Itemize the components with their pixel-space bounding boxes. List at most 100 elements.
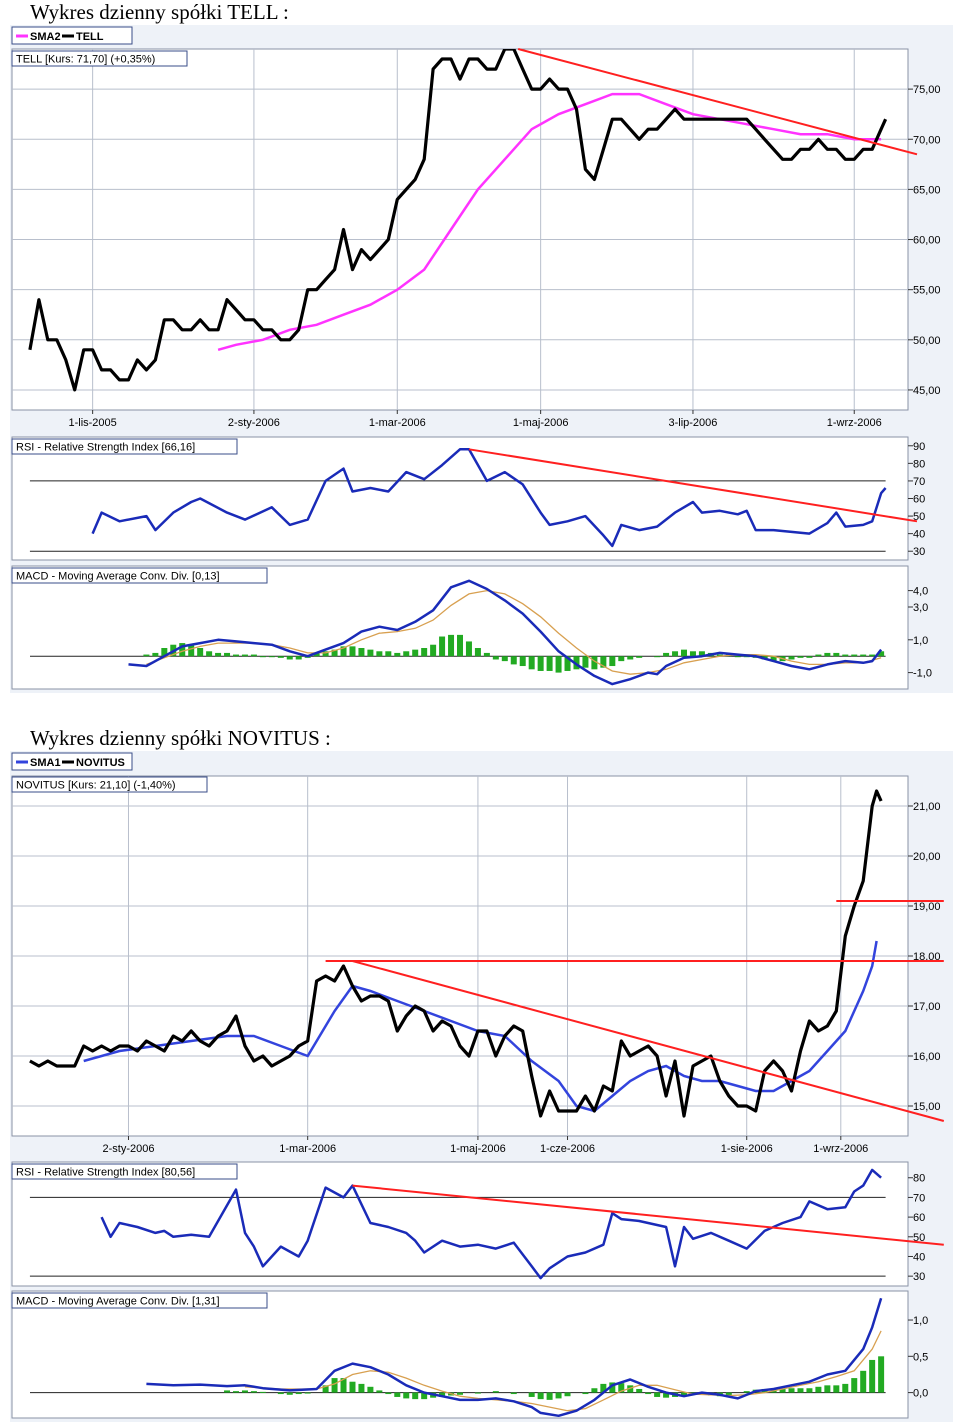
- rsi-y-tick-label: 70: [913, 476, 925, 488]
- macd-histogram-bar: [224, 652, 231, 657]
- macd-histogram-bar: [582, 1392, 589, 1395]
- macd-histogram-bar: [340, 646, 347, 657]
- macd-histogram-bar: [394, 652, 401, 657]
- macd-y-tick-label: 4,0: [913, 586, 928, 598]
- x-tick-label: 1-maj-2006: [513, 417, 569, 429]
- x-tick-label: 1-wrz-2006: [827, 417, 882, 429]
- macd-histogram-bar: [322, 1385, 329, 1393]
- macd-histogram-bar: [295, 656, 302, 660]
- macd-histogram-bar: [510, 1392, 517, 1395]
- x-tick-label: 1-mar-2006: [279, 1143, 336, 1155]
- macd-histogram-bar: [492, 656, 499, 660]
- price-y-tick-label: 21,00: [913, 801, 941, 813]
- macd-histogram-bar: [770, 656, 777, 662]
- macd-histogram-bar: [842, 1383, 849, 1393]
- macd-histogram-bar: [474, 648, 481, 657]
- macd-histogram-bar: [412, 649, 419, 657]
- macd-histogram-bar: [528, 656, 535, 670]
- sma-line: [217, 92, 882, 352]
- macd-histogram-bar: [555, 656, 562, 673]
- rsi-title: RSI - Relative Strength Index [80,56]: [16, 1167, 195, 1179]
- macd-histogram-bar: [206, 651, 213, 657]
- macd-histogram-bar: [806, 1388, 813, 1393]
- macd-histogram-bar: [600, 656, 607, 668]
- x-tick-label: 1-sie-2006: [721, 1143, 773, 1155]
- rsi-panel: [11, 436, 909, 561]
- macd-histogram-bar: [716, 654, 723, 657]
- macd-histogram-bar: [519, 656, 526, 667]
- macd-histogram-bar: [385, 1392, 392, 1395]
- macd-panel: [11, 565, 909, 690]
- price-y-tick-label: 19,00: [913, 901, 941, 913]
- macd-histogram-bar: [152, 652, 159, 657]
- rsi-line: [91, 448, 887, 548]
- macd-histogram-bar: [833, 1385, 840, 1393]
- macd-histogram-bar: [851, 654, 858, 657]
- macd-histogram-bar: [358, 648, 365, 657]
- macd-y-tick-label: 0,5: [913, 1351, 928, 1363]
- price-y-tick-label: 75,00: [913, 84, 941, 96]
- macd-histogram-bar: [806, 656, 813, 658]
- macd-histogram-bar: [421, 1392, 428, 1400]
- macd-histogram-bar: [824, 1385, 831, 1393]
- rsi-trend-line: [468, 448, 918, 523]
- price-y-tick-label: 70,00: [913, 134, 941, 146]
- macd-histogram-bar: [797, 1388, 804, 1393]
- legend-label: SMA2: [30, 31, 61, 43]
- macd-y-tick-label: 1,0: [913, 635, 928, 647]
- price-title-box: [11, 776, 208, 793]
- macd-histogram-bar: [304, 1392, 311, 1394]
- macd-histogram-bar: [654, 656, 661, 658]
- macd-histogram-bar: [564, 656, 571, 671]
- rsi-title: RSI - Relative Strength Index [66,16]: [16, 442, 195, 454]
- macd-histogram-bar: [421, 648, 428, 657]
- rsi-y-tick-label: 80: [913, 458, 925, 470]
- macd-histogram-bar: [636, 656, 643, 658]
- macd-histogram-bar: [465, 641, 472, 657]
- x-tick-label: 2-sty-2006: [102, 1143, 154, 1155]
- macd-histogram-bar: [233, 1391, 239, 1393]
- macd-histogram-bar: [681, 649, 687, 657]
- macd-histogram-bar: [233, 654, 239, 657]
- macd-histogram-bar: [197, 648, 204, 657]
- macd-histogram-bar: [591, 1388, 598, 1393]
- macd-histogram-bar: [546, 1392, 553, 1400]
- macd-histogram-bar: [573, 656, 580, 670]
- macd-histogram-bar: [403, 651, 410, 657]
- macd-histogram-bar: [412, 1392, 419, 1400]
- rsi-y-tick-label: 80: [913, 1173, 925, 1185]
- macd-histogram-bar: [286, 1392, 293, 1395]
- price-line: [29, 789, 883, 1118]
- rsi-title-box: [11, 1163, 238, 1180]
- macd-histogram-bar: [331, 649, 338, 657]
- legend-label: NOVITUS: [76, 757, 125, 769]
- macd-histogram-bar: [295, 1392, 302, 1395]
- legend-label: TELL: [76, 31, 104, 43]
- macd-histogram-bar: [654, 1392, 661, 1397]
- macd-histogram-bar: [430, 644, 437, 657]
- macd-histogram-bar: [277, 656, 284, 658]
- macd-histogram-bar: [188, 644, 195, 657]
- macd-histogram-bar: [672, 651, 679, 657]
- macd-histogram-bar: [824, 652, 831, 657]
- macd-histogram-bar: [367, 1386, 374, 1393]
- macd-histogram-bar: [241, 654, 248, 657]
- tell-chart: 75,00 70,00 65,00 60,00 55,00 50,00 45,00 SMA2 T…: [10, 25, 953, 693]
- macd-line: [146, 1297, 883, 1418]
- x-tick-label: 1-maj-2006: [450, 1143, 506, 1155]
- macd-histogram-bar: [250, 1391, 257, 1393]
- tell-heading: Wykres dzienny spółki TELL :: [30, 0, 289, 24]
- rsi-y-tick-label: 60: [913, 1212, 925, 1224]
- macd-histogram-bar: [358, 1383, 365, 1393]
- macd-histogram-bar: [815, 1386, 822, 1393]
- rsi-line: [100, 1168, 882, 1280]
- macd-histogram-bar: [878, 1356, 885, 1393]
- macd-histogram-bar: [313, 652, 320, 657]
- macd-histogram-bar: [349, 1381, 356, 1393]
- price-y-tick-label: 15,00: [913, 1101, 941, 1113]
- price-title-box: [11, 50, 188, 67]
- macd-title-box: [11, 567, 268, 584]
- macd-line: [128, 579, 883, 686]
- macd-histogram-bar: [878, 651, 885, 657]
